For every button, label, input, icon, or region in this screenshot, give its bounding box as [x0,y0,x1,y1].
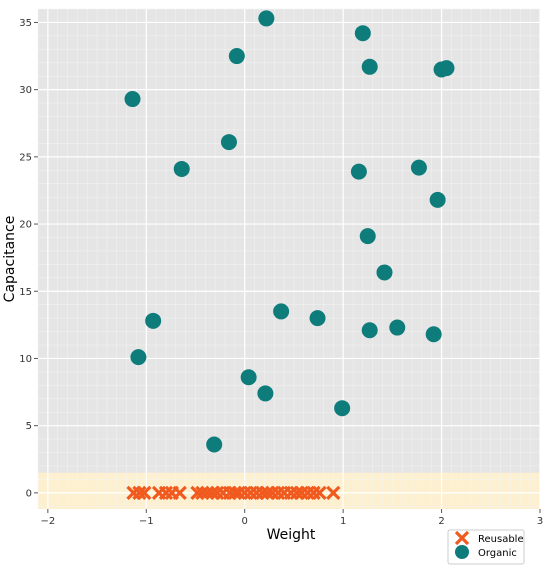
legend-x-icon [454,530,470,546]
organic-point [359,228,376,245]
data-points [124,10,455,501]
reusable-point [312,485,327,501]
organic-point [361,322,378,339]
major-gridlines [38,9,541,509]
y-tick-label: 10 [19,354,32,365]
y-tick-label: 5 [26,421,32,432]
organic-point [389,319,406,336]
reusable-point [132,485,147,501]
organic-point [354,25,371,42]
x-tick-label: 2 [438,516,444,527]
reusable-point [205,485,220,501]
organic-point [220,134,237,151]
organic-point [350,163,367,180]
organic-point [361,58,378,75]
organic-point [425,326,442,343]
y-axis-label: Capacitance [2,216,18,303]
reusable-point [172,485,187,501]
organic-point [173,160,190,177]
y-axis-ticks: 0 5 10 15 20 25 30 35 [19,18,38,499]
organic-point [206,436,223,453]
reusable-point [137,485,152,501]
organic-point [376,264,393,281]
legend-x-glyph [454,530,470,546]
x-tick-label: 3 [537,516,543,527]
organic-point [258,10,275,27]
reusable-point [326,485,341,501]
x-axis-label: Weight [267,527,316,543]
y-tick-label: 0 [26,488,32,499]
legend-label-organic: Organic [478,548,517,559]
organic-point [309,310,326,327]
y-tick-label: 20 [19,220,32,231]
legend: Reusable Organic [447,529,525,565]
organic-point [438,60,455,77]
x-tick-label: −1 [139,516,154,527]
organic-point [429,191,446,208]
organic-point [273,303,290,320]
reusable-point [289,485,305,501]
x-axis-ticks: −2 −1 0 1 2 3 [40,509,543,527]
x-tick-label: −2 [40,516,55,527]
organic-point [145,312,162,329]
legend-circle-icon [455,545,469,559]
plot-background [38,9,540,509]
organic-point [410,159,427,176]
y-tick-label: 35 [19,18,32,29]
organic-point [334,400,351,417]
x-tick-label: 0 [242,516,248,527]
x-tick-label: 1 [340,516,346,527]
y-tick-label: 25 [19,152,32,163]
organic-point [257,385,274,402]
y-tick-label: 30 [19,85,32,96]
reusable-point [260,485,275,501]
y-tick-label: 15 [19,287,32,298]
organic-point [228,48,245,65]
organic-point [240,369,257,386]
organic-point [124,91,141,108]
legend-label-reusable: Reusable [478,534,524,545]
organic-point [130,349,147,366]
